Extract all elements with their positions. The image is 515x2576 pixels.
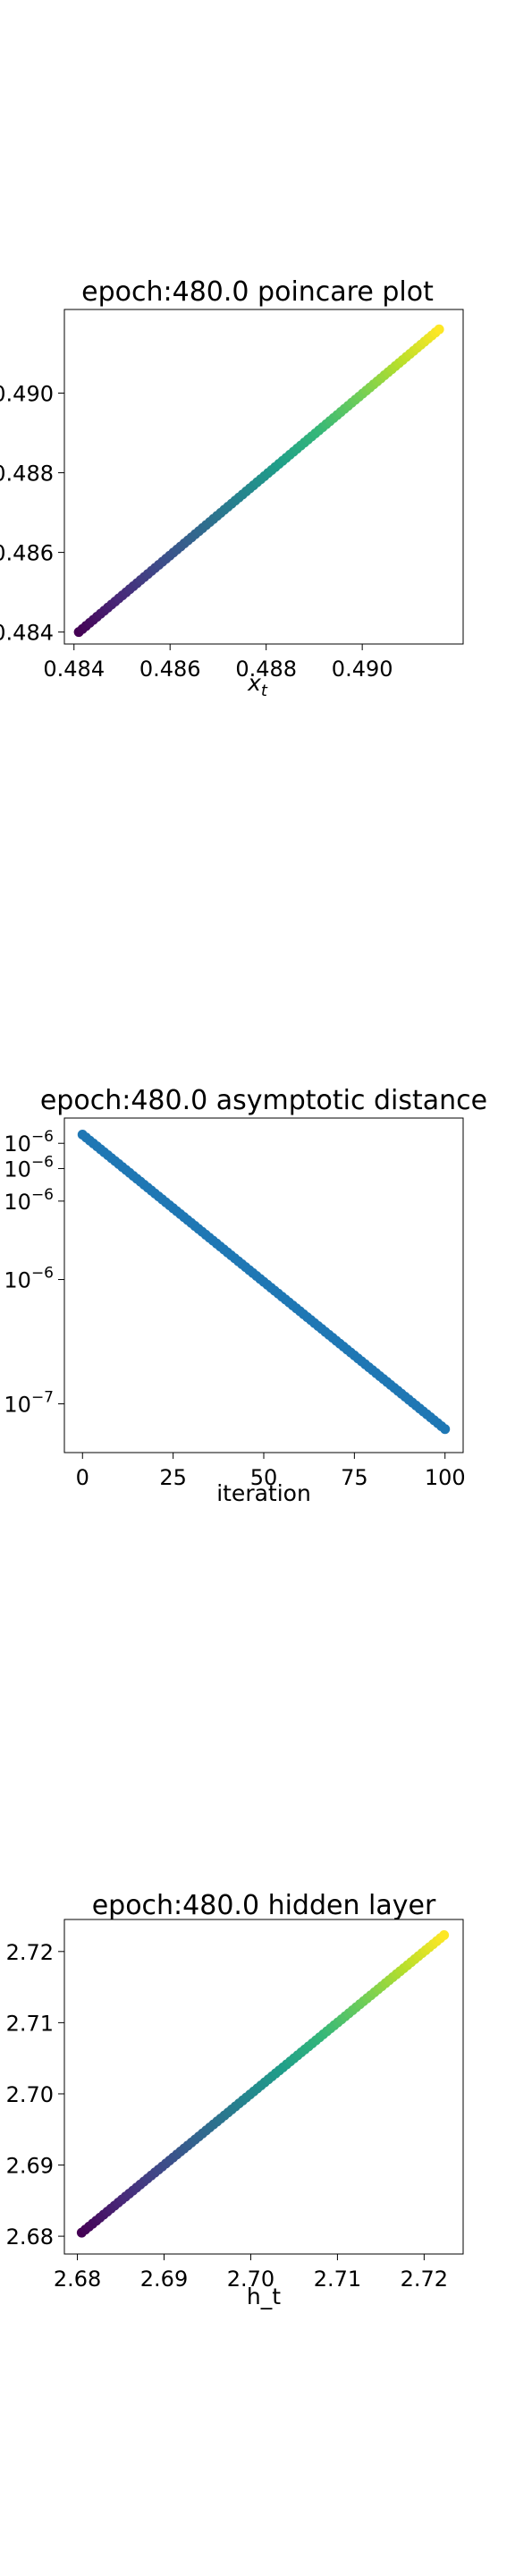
y-tick-label: 10−6 — [4, 1265, 54, 1293]
x-tick-label: 2.68 — [54, 2267, 101, 2292]
x-tick-label: 0 — [76, 1465, 89, 1490]
chart-title: epoch:480.0 hidden layer — [92, 1890, 436, 1921]
poincare-points — [73, 324, 444, 638]
x-axis-label: iteration — [216, 1480, 311, 1506]
x-tick-label: 25 — [159, 1465, 187, 1490]
chart-asymptotic-distance: epoch:480.0 asymptotic distance 0 25 50 75 1… — [4, 1085, 487, 1506]
y-tick-label: 0.490 — [0, 382, 54, 407]
y-tick-label: 0.484 — [0, 621, 54, 646]
y-tick-label: 10−6 — [4, 1128, 54, 1157]
chart-title: epoch:480.0 poincare plot — [81, 276, 434, 308]
plot-frame — [63, 1117, 464, 1453]
plot-frame — [63, 309, 464, 645]
y-tick-label: 2.69 — [6, 2154, 54, 2179]
x-tick-label: 2.70 — [227, 2267, 274, 2292]
x-tick-label: 2.72 — [401, 2267, 448, 2292]
y-tick-label: 10−7 — [4, 1389, 54, 1418]
chart-hidden-layer: epoch:480.0 hidden layer 2.68 2.69 2.70 2.7… — [6, 1890, 464, 2309]
y-tick-label: 10−6 — [4, 1153, 54, 1182]
x-tick-label: 0.488 — [235, 657, 297, 682]
y-tick-label: 10−6 — [4, 1186, 54, 1215]
x-axis-label: h_t — [247, 2284, 281, 2309]
y-tick-label: 2.72 — [6, 1940, 54, 1965]
plot-frame — [63, 1919, 464, 2255]
chart-poincare-plot: epoch:480.0 poincare plot 0.484 0.486 0.48… — [0, 276, 464, 700]
data-point — [439, 1930, 450, 1941]
y-tick-label: 0.486 — [0, 541, 54, 566]
x-tick-label: 50 — [250, 1465, 278, 1490]
y-tick-label: 0.488 — [0, 462, 54, 487]
x-tick-label: 0.484 — [43, 657, 105, 682]
chart-title: epoch:480.0 asymptotic distance — [40, 1085, 487, 1116]
x-tick-label: 75 — [341, 1465, 368, 1490]
data-point — [434, 324, 444, 335]
x-tick-label: 0.490 — [332, 657, 393, 682]
data-point — [440, 1424, 451, 1435]
y-tick-label: 2.71 — [6, 2011, 54, 2036]
hidden-layer-points — [76, 1930, 450, 2238]
y-tick-label: 2.68 — [6, 2224, 54, 2250]
x-tick-label: 0.486 — [139, 657, 201, 682]
hidden-layer-axis-ticks: 2.68 2.69 2.70 2.71 2.72 2.68 2.69 2.70 2.71 2.72 — [6, 1940, 449, 2292]
x-tick-label: 2.71 — [314, 2267, 361, 2292]
x-tick-label: 100 — [425, 1465, 466, 1490]
poincare-axis-ticks: 0.484 0.486 0.488 0.490 0.484 0.486 0.488 0.490 — [0, 382, 393, 682]
x-tick-label: 2.69 — [140, 2267, 188, 2292]
y-tick-label: 2.70 — [6, 2082, 54, 2107]
distance-points — [77, 1129, 451, 1435]
